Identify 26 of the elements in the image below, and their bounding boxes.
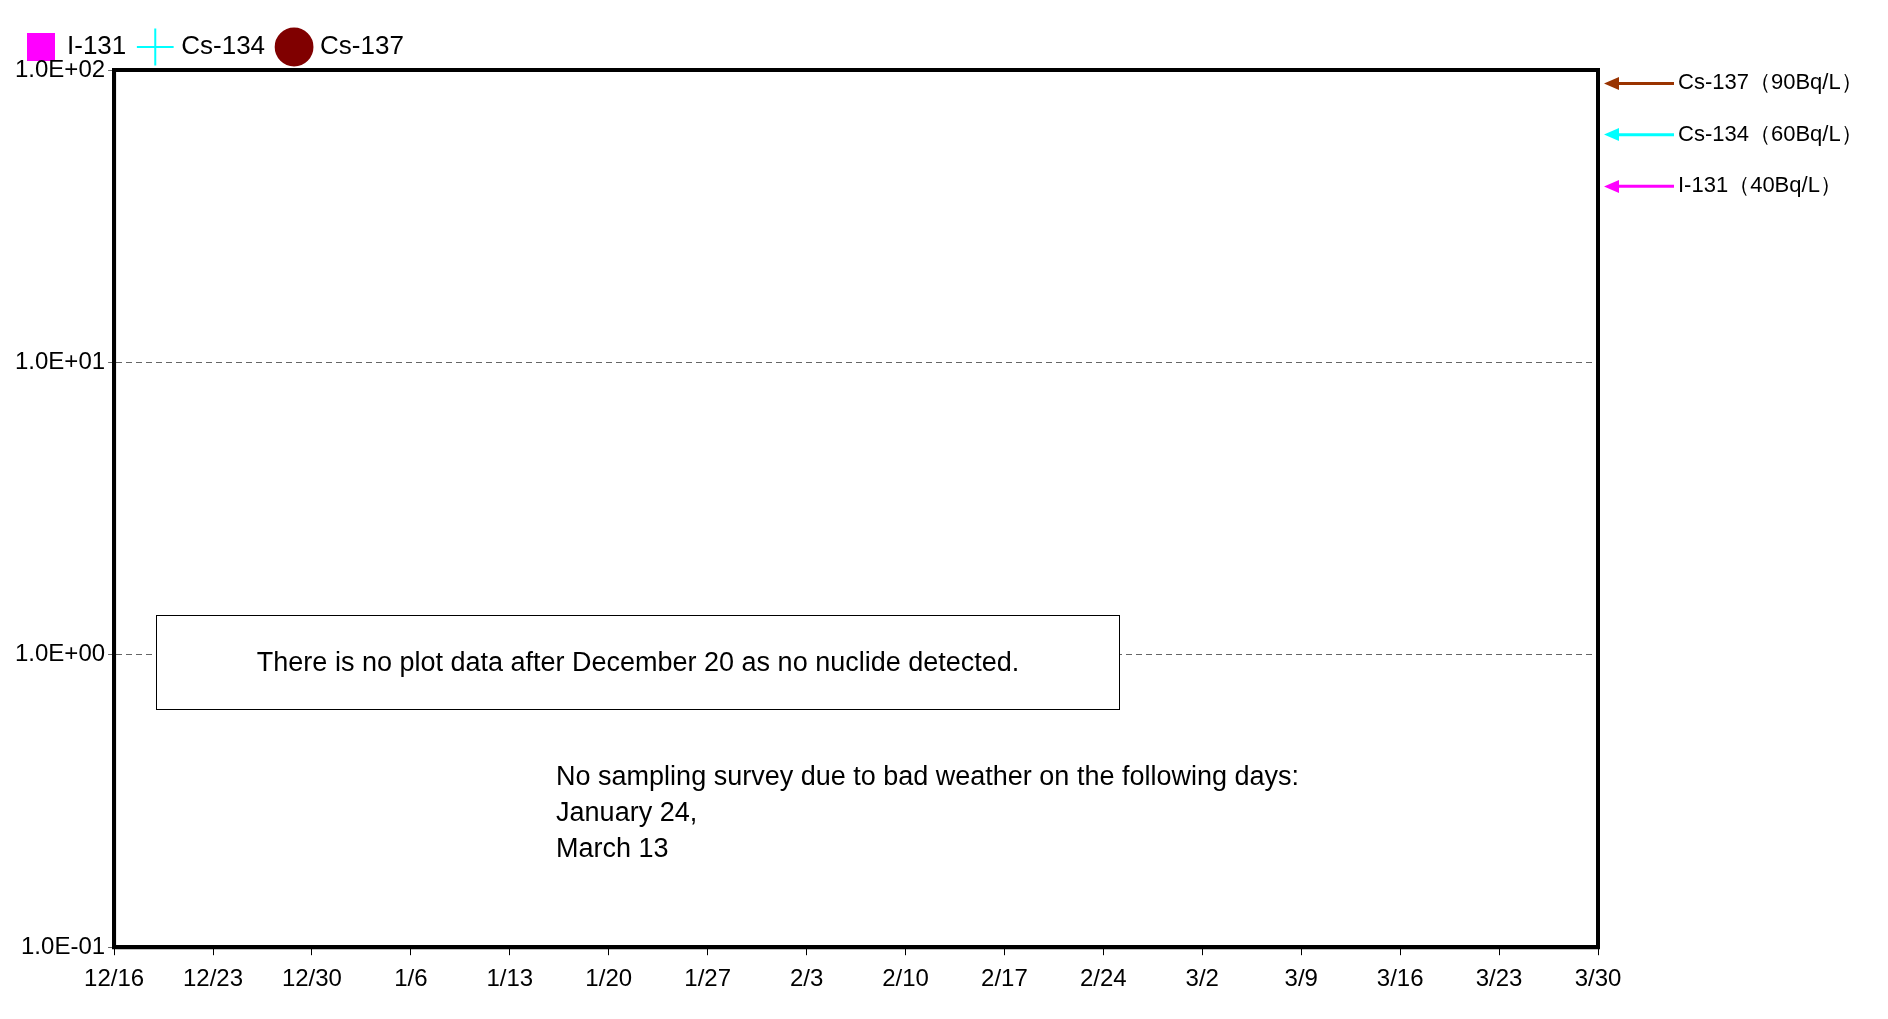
x-tick-label: 2/24 bbox=[1080, 964, 1127, 992]
x-tick-label: 2/10 bbox=[882, 964, 929, 992]
x-tick-label: 3/16 bbox=[1376, 964, 1424, 992]
ref-line-label: Cs-137（90Bq/L） bbox=[1678, 69, 1863, 95]
legend-label: Cs-134 bbox=[181, 30, 266, 61]
x-tick-label: 2/17 bbox=[981, 964, 1028, 992]
note-box: There is no plot data after December 20 as no nuclide detected. bbox=[156, 614, 1121, 710]
y-tick-label: 1.0E+00 bbox=[14, 639, 106, 667]
y-tick-label: 1.0E-01 bbox=[21, 931, 106, 959]
x-tick-label: 2/3 bbox=[789, 964, 824, 992]
x-tick-label: 3/2 bbox=[1185, 964, 1219, 992]
x-tick-label: 12/16 bbox=[84, 964, 145, 992]
x-tick-label: 12/30 bbox=[281, 964, 342, 992]
x-tick-label: 1/13 bbox=[486, 964, 534, 992]
x-tick-label: 3/23 bbox=[1475, 964, 1523, 992]
ref-line-label: Cs-134（60Bq/L） bbox=[1678, 120, 1863, 146]
x-tick-label: 12/23 bbox=[182, 964, 244, 992]
annotation: No sampling survey due to bad weather on the following days: January 24, March 13 bbox=[556, 761, 1300, 864]
ref-line-label: I-131（40Bq/L） bbox=[1678, 172, 1842, 198]
x-tick-label: 3/30 bbox=[1574, 964, 1622, 992]
legend-label: Cs-137 bbox=[320, 30, 404, 61]
x-tick-label: 1/6 bbox=[394, 964, 428, 992]
x-tick-label: 1/20 bbox=[585, 964, 633, 992]
y-tick-label: 1.0E+01 bbox=[14, 347, 106, 375]
x-tick-label: 3/9 bbox=[1284, 964, 1318, 992]
x-tick-label: 1/27 bbox=[684, 964, 732, 992]
